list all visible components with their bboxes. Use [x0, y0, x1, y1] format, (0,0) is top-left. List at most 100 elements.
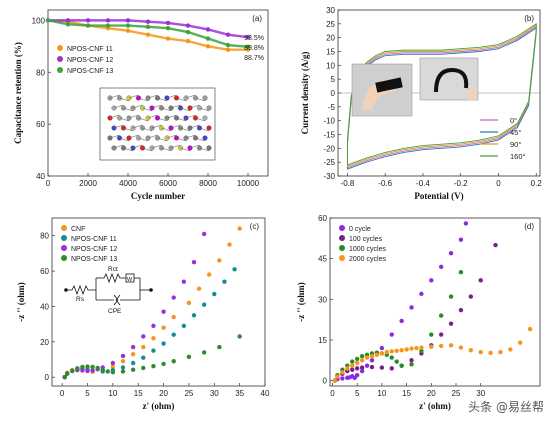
- data-point: [369, 364, 375, 370]
- end-value-label: 89.8%: [244, 45, 264, 52]
- panel-a: 0 2000 4000 6000 8000 10000 40 60 80 100 Cycle num…: [13, 9, 269, 201]
- y-tick-label: 80: [36, 68, 45, 77]
- bond-icon: [132, 124, 143, 129]
- bond-icon: [189, 124, 200, 129]
- data-point: [409, 362, 414, 367]
- data-point: [145, 19, 151, 24]
- x-tick-label: 0: [330, 389, 335, 398]
- data-point: [399, 348, 404, 353]
- data-point: [340, 370, 345, 375]
- x-tick-label: 6000: [159, 179, 177, 188]
- x-tick-label: -0.8: [341, 179, 355, 188]
- x-tick-label: 0: [46, 179, 51, 188]
- x-tick-label: 35: [235, 389, 244, 398]
- data-point: [245, 35, 251, 40]
- data-point: [359, 358, 365, 363]
- data-point: [171, 359, 176, 364]
- data-point: [161, 309, 166, 314]
- data-point: [171, 332, 176, 337]
- atom-icon: [202, 95, 208, 101]
- end-value-label: 88.7%: [244, 55, 264, 62]
- bond-icon: [142, 127, 153, 132]
- data-point: [130, 351, 136, 357]
- x-axis-label: z' (ohm): [143, 401, 175, 411]
- y-tick-label: -15: [323, 131, 335, 140]
- legend-label: 100 cycles: [349, 236, 383, 243]
- plot-frame: [47, 9, 269, 177]
- bond-icon: [180, 127, 191, 132]
- data-point: [110, 364, 116, 369]
- bond-icon: [161, 107, 172, 112]
- bond-icon: [132, 104, 143, 109]
- data-point: [141, 344, 146, 350]
- data-point: [225, 47, 231, 52]
- data-point: [458, 269, 464, 275]
- data-point: [191, 313, 197, 318]
- x-tick-label: 4000: [119, 179, 137, 188]
- legend-label: 1000 cycles: [349, 246, 386, 253]
- legend-label: 160°: [510, 152, 526, 161]
- data-point: [80, 364, 85, 370]
- data-point: [389, 355, 394, 360]
- bond-icon: [142, 107, 153, 112]
- data-point: [201, 302, 207, 307]
- data-point: [196, 286, 202, 291]
- y-tick-label: 100: [32, 16, 46, 25]
- photo-frame: [351, 63, 413, 117]
- data-point: [369, 358, 375, 363]
- y-tick-label: 20: [326, 34, 335, 43]
- circuit-label: Rct: [108, 266, 118, 273]
- data-point: [354, 360, 360, 366]
- x-tick-label: 0.2: [531, 179, 543, 188]
- legend-label: NPOS-CNF 13: [71, 256, 117, 263]
- bond-icon: [113, 124, 124, 129]
- y-tick-label: 40: [36, 172, 45, 181]
- resistor-icon: [103, 272, 126, 284]
- data-point: [419, 345, 424, 350]
- y-tick-label: 30: [318, 295, 327, 304]
- data-point: [350, 363, 355, 368]
- terminal-icon: [149, 288, 153, 292]
- bond-icon: [157, 117, 168, 122]
- data-point: [332, 378, 338, 383]
- legend-marker: [339, 245, 345, 251]
- legend-marker: [339, 255, 345, 261]
- data-point: [151, 348, 156, 353]
- data-point: [399, 318, 404, 324]
- data-point: [80, 368, 85, 373]
- data-point: [354, 366, 360, 371]
- data-point: [394, 359, 399, 364]
- x-tick-label: 2000: [79, 179, 97, 188]
- data-point: [85, 23, 91, 28]
- bond-icon: [199, 147, 210, 152]
- panel-c: 0 5 10 15 20 25 30 35 40 0 20 40 60 80 z' (ohm) -z '' (…: [16, 217, 270, 411]
- x-tick-label: 15: [402, 389, 411, 398]
- data-point: [374, 352, 380, 358]
- data-point: [468, 348, 474, 353]
- data-point: [161, 361, 166, 367]
- data-point: [518, 340, 523, 345]
- bond-icon: [128, 94, 139, 99]
- bond-icon: [166, 114, 177, 119]
- x-tick-label: 25: [452, 389, 461, 398]
- cv-curve: [346, 22, 537, 166]
- bond-icon: [128, 134, 139, 139]
- x-tick-label: 10: [108, 389, 117, 398]
- data-point: [354, 356, 360, 362]
- film-icon: [434, 67, 469, 93]
- bond-icon: [119, 117, 130, 122]
- data-point: [185, 38, 191, 44]
- legend-marker: [61, 235, 67, 241]
- x-tick-label: 10000: [237, 179, 260, 188]
- data-point: [448, 343, 454, 348]
- data-point: [227, 242, 232, 247]
- data-point: [201, 231, 207, 237]
- bond-icon: [176, 97, 187, 102]
- bond-icon: [123, 107, 134, 112]
- data-point: [85, 18, 91, 23]
- watermark: 头条 @易丝帮: [468, 400, 544, 414]
- data-point: [85, 364, 90, 369]
- bond-icon: [185, 94, 196, 99]
- legend-marker: [57, 45, 63, 51]
- data-point: [130, 360, 136, 366]
